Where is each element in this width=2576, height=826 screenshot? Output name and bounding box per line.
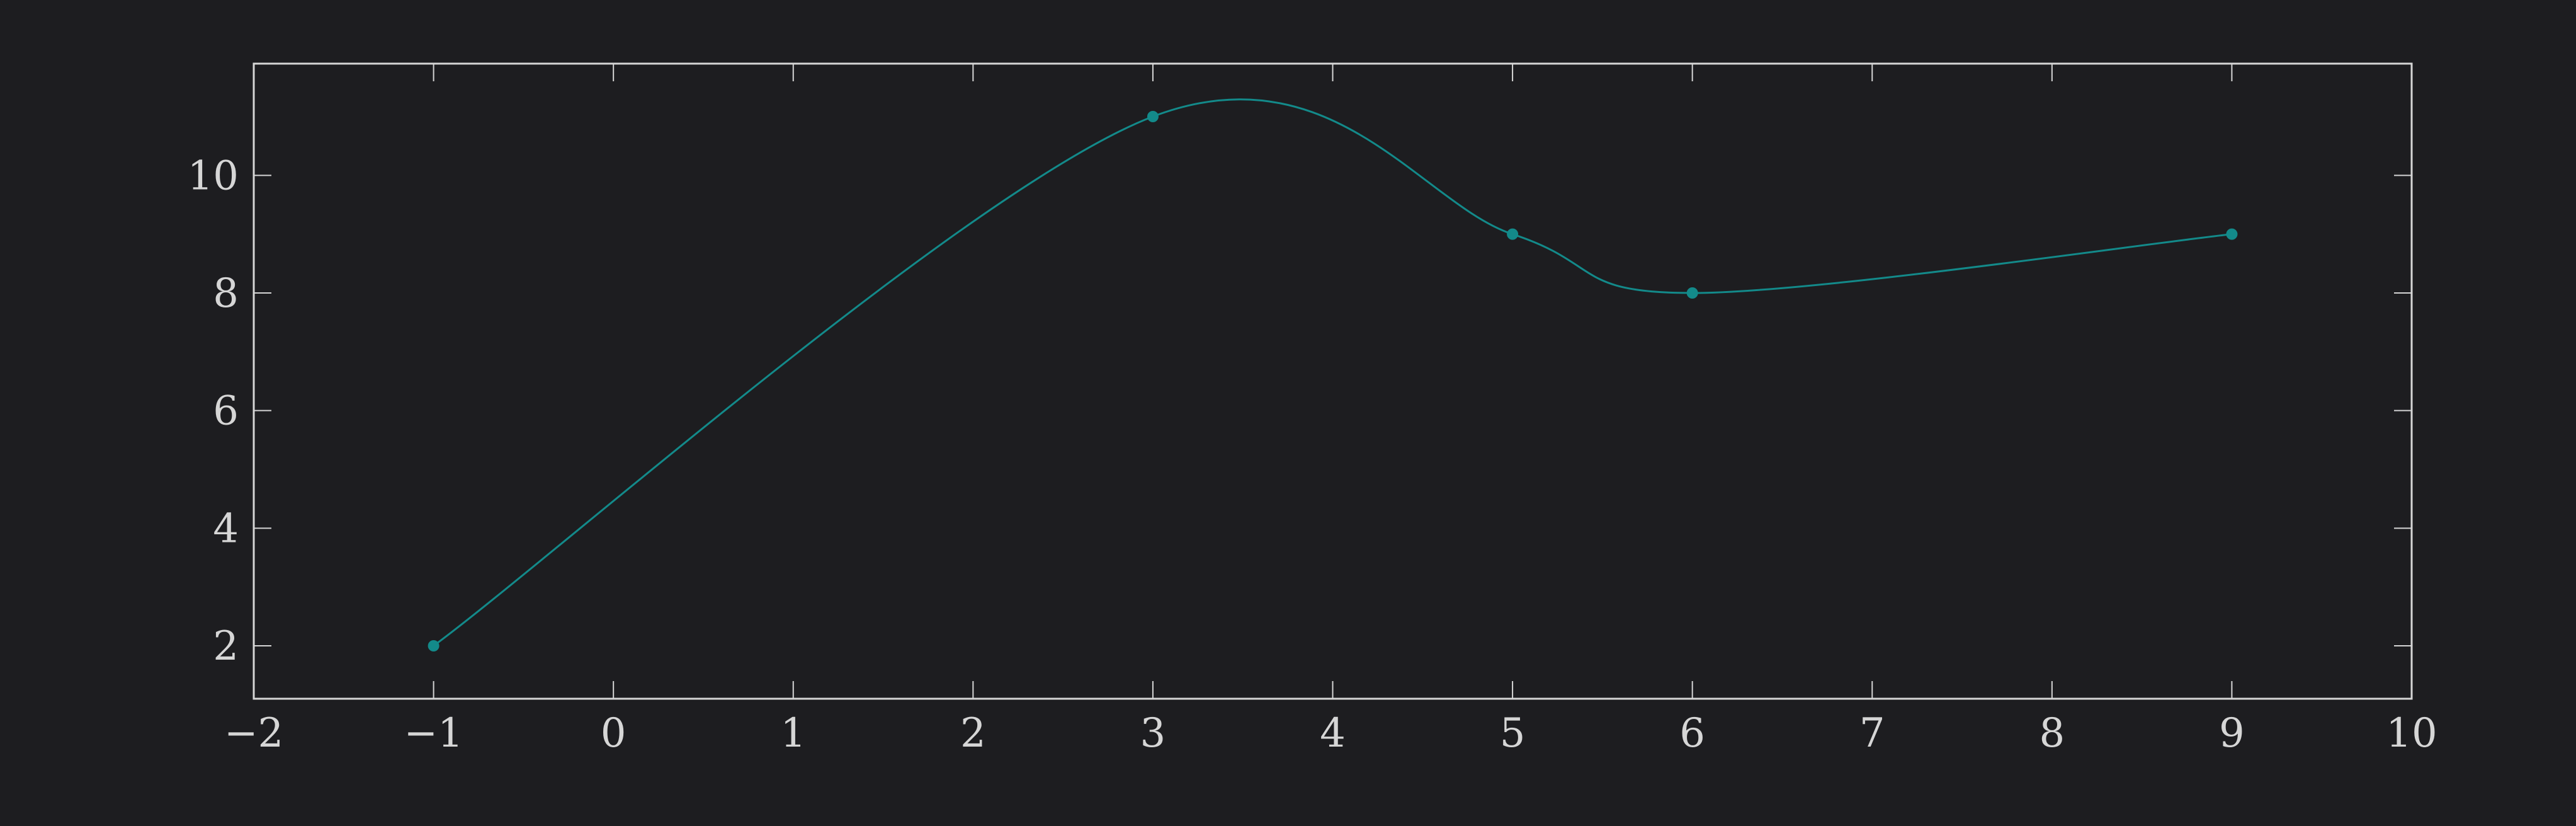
y-tick-label: 6: [213, 388, 239, 435]
x-tick-label: 7: [1859, 710, 1885, 757]
x-tick-label: 0: [601, 710, 627, 757]
x-tick-label: 1: [780, 710, 806, 757]
data-point: [1147, 111, 1159, 122]
x-tick-label: 8: [2039, 710, 2065, 757]
data-point: [2226, 228, 2238, 240]
series-layer: [428, 98, 2238, 651]
y-tick-label: 2: [213, 623, 239, 670]
y-tick-label: 4: [213, 505, 239, 552]
series-line: [433, 98, 2232, 647]
x-tick-label: 9: [2219, 710, 2245, 757]
axes-frame: [252, 62, 2413, 700]
tick-labels: −2 −1 0 1 2 3 4 5 6 7 8 9 10 2 4 6 8 10: [188, 152, 2437, 757]
x-tick-label: 5: [1500, 710, 1526, 757]
x-tick-label: −2: [224, 710, 283, 757]
y-tick-label: 8: [213, 270, 239, 317]
x-tick-label: 3: [1140, 710, 1166, 757]
x-tick-label: 10: [2386, 710, 2437, 757]
x-tick-label: −1: [404, 710, 463, 757]
x-tick-label: 4: [1320, 710, 1346, 757]
data-point: [428, 640, 440, 651]
data-point: [1507, 228, 1519, 240]
x-tick-label: 6: [1679, 710, 1705, 757]
y-tick-label: 10: [188, 152, 239, 199]
x-tick-label: 2: [960, 710, 986, 757]
data-point: [1686, 287, 1698, 299]
